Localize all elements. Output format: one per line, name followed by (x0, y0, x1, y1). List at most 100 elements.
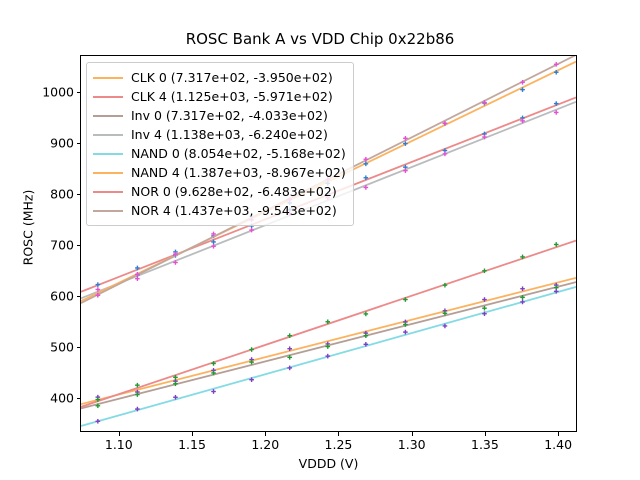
y-tick-label: 700 (50, 237, 74, 253)
legend-color-swatch (93, 152, 123, 155)
data-point-marker (287, 365, 292, 371)
legend-item-label: NOR 0 (9.628e+02, -6.483e+02) (131, 184, 337, 199)
x-tick-mark (338, 432, 340, 436)
fit-line-nor-0 (81, 239, 576, 408)
x-tick-label: 1.25 (324, 437, 353, 452)
data-point-marker (249, 359, 254, 365)
x-tick-label: 1.15 (178, 437, 206, 452)
data-point-marker (553, 62, 559, 67)
data-point-marker (553, 289, 559, 294)
data-point-marker (482, 134, 487, 140)
data-point-marker (325, 353, 331, 359)
y-axis-tick-labels: 400 500 600 700 800 900 1000 (24, 55, 74, 432)
data-point-marker (211, 231, 216, 237)
legend-item-nand-0[interactable]: NAND 0 (8.054e+02, -5.168e+02) (93, 144, 346, 163)
data-point-marker (135, 406, 140, 412)
x-tick-mark (192, 432, 194, 436)
y-axis-label: ROSC (MHz) (20, 189, 36, 266)
data-point-marker (442, 282, 448, 288)
data-point-marker (211, 370, 216, 376)
data-point-marker (135, 271, 140, 277)
legend-item-nor-0[interactable]: NOR 0 (9.628e+02, -6.483e+02) (93, 182, 346, 201)
data-point-marker (442, 323, 448, 329)
data-point-marker (135, 382, 140, 388)
legend-item-nand-4[interactable]: NAND 4 (1.387e+03, -8.967e+02) (93, 163, 346, 182)
legend-item-label: NOR 4 (1.437e+03, -9.543e+02) (131, 203, 337, 218)
data-point-marker (249, 377, 254, 383)
y-tick-label: 900 (50, 135, 74, 151)
data-point-marker (249, 347, 254, 352)
x-tick-mark (558, 432, 560, 436)
data-point-marker (520, 80, 525, 85)
data-point-marker (482, 297, 487, 302)
data-point-marker (363, 333, 369, 339)
legend-color-swatch (93, 76, 123, 79)
data-point-marker (520, 295, 525, 300)
y-tick-mark (76, 142, 80, 144)
data-point-marker (211, 361, 216, 366)
data-point-marker (553, 69, 559, 75)
legend-item-label: CLK 4 (1.125e+03, -5.971e+02) (131, 89, 333, 104)
data-point-marker (403, 168, 408, 173)
y-tick-label: 400 (50, 390, 74, 406)
data-point-marker (287, 333, 292, 338)
y-tick-label: 1000 (42, 84, 74, 100)
x-tick-label: 1.20 (251, 437, 280, 452)
x-tick-label: 1.40 (544, 437, 573, 452)
x-axis-label: VDDD (V) (298, 456, 359, 471)
data-point-marker (173, 251, 178, 257)
data-point-marker (173, 375, 178, 380)
data-point-marker (363, 161, 369, 167)
chart-title: ROSC Bank A vs VDD Chip 0x22b86 (185, 30, 455, 48)
data-point-marker (95, 397, 101, 402)
x-axis-tick-labels: 1.10 1.15 1.20 1.25 1.30 1.35 1.40 (80, 437, 577, 457)
data-point-marker (135, 265, 140, 271)
y-tick-mark (76, 193, 80, 195)
legend-item-clk-0[interactable]: CLK 0 (7.317e+02, -3.950e+02) (93, 68, 346, 87)
data-point-marker (442, 151, 448, 157)
x-tick-mark (265, 432, 267, 436)
data-point-marker (403, 141, 408, 146)
data-point-marker (249, 227, 254, 233)
x-tick-label: 1.10 (104, 437, 133, 452)
legend-item-inv-4[interactable]: Inv 4 (1.138e+03, -6.240e+02) (93, 125, 346, 144)
data-point-marker (95, 287, 101, 292)
y-tick-mark (76, 347, 80, 349)
legend-color-swatch (93, 171, 123, 174)
legend-color-swatch (93, 133, 123, 136)
y-tick-mark (76, 91, 80, 93)
legend-item-inv-0[interactable]: Inv 0 (7.317e+02, -4.033e+02) (93, 106, 346, 125)
data-point-marker (520, 254, 525, 260)
data-point-marker (520, 299, 525, 305)
data-point-marker (95, 292, 101, 298)
data-point-marker (403, 329, 408, 335)
y-tick-mark (76, 296, 80, 298)
chart-legend: CLK 0 (7.317e+02, -3.950e+02) CLK 4 (1.12… (86, 62, 354, 226)
legend-item-label: Inv 0 (7.317e+02, -4.033e+02) (131, 108, 328, 123)
data-point-marker (482, 311, 487, 317)
data-point-marker (135, 392, 140, 397)
data-point-marker (363, 342, 369, 347)
data-point-marker (173, 381, 178, 387)
legend-item-label: CLK 0 (7.317e+02, -3.950e+02) (131, 70, 333, 85)
data-point-marker (553, 110, 559, 115)
data-point-marker (287, 355, 292, 360)
x-tick-label: 1.30 (397, 437, 426, 452)
x-tick-mark (484, 432, 486, 436)
data-point-marker (95, 403, 101, 409)
data-point-marker (482, 305, 487, 311)
y-tick-label: 800 (50, 186, 74, 202)
data-point-marker (520, 87, 525, 92)
y-tick-label: 500 (50, 339, 74, 355)
data-point-marker (95, 418, 101, 424)
legend-item-label: Inv 4 (1.138e+03, -6.240e+02) (131, 127, 328, 142)
legend-item-nor-4[interactable]: NOR 4 (1.437e+03, -9.543e+02) (93, 201, 346, 220)
data-point-marker (482, 100, 487, 105)
legend-item-label: NAND 4 (1.387e+03, -8.967e+02) (131, 165, 346, 180)
legend-color-swatch (93, 209, 123, 212)
legend-item-label: NAND 0 (8.054e+02, -5.168e+02) (131, 146, 346, 161)
y-tick-mark (76, 245, 80, 247)
data-point-marker (363, 175, 369, 181)
legend-item-clk-4[interactable]: CLK 4 (1.125e+03, -5.971e+02) (93, 87, 346, 106)
